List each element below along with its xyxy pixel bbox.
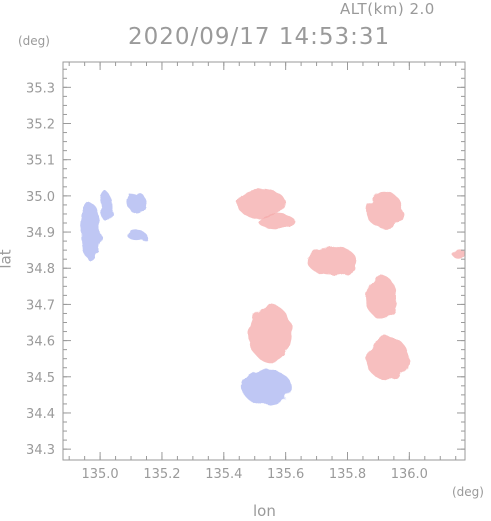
- x-tick-label: 135.4: [205, 467, 242, 482]
- timestamp-title: 2020/09/17 14:53:31: [128, 24, 391, 50]
- echo-region-negative: [127, 192, 147, 214]
- echo-region-negative: [81, 203, 101, 261]
- y-tick-label: 34.8: [26, 262, 55, 277]
- echo-region-positive: [248, 304, 292, 363]
- y-tick-label: 34.6: [26, 335, 55, 350]
- echo-region-negative: [100, 192, 113, 222]
- y-tick-label: 34.9: [26, 226, 55, 241]
- echo-region-negative: [127, 230, 147, 242]
- x-tick-label: 135.2: [143, 467, 180, 482]
- altitude-label: ALT(km) 2.0: [340, 0, 435, 18]
- echo-region-negative: [242, 369, 292, 406]
- echo-region-positive: [257, 213, 295, 229]
- echo-region-positive: [366, 336, 410, 381]
- echo-regions: [81, 188, 466, 406]
- x-axis-title: lon: [253, 502, 276, 520]
- x-ticks: 135.0 135.2 135.4 135.6 135.8 136.0: [68, 62, 457, 482]
- x-tick-label: 136.0: [391, 467, 428, 482]
- y-axis-unit: (deg): [18, 34, 50, 48]
- x-tick-label: 135.8: [329, 467, 366, 482]
- echo-region-positive: [366, 192, 404, 229]
- y-tick-label: 35.1: [26, 154, 55, 169]
- y-tick-label: 34.3: [26, 443, 55, 458]
- y-tick-label: 35.0: [26, 190, 55, 205]
- y-tick-label: 34.4: [26, 407, 55, 422]
- x-tick-label: 135.6: [267, 467, 304, 482]
- echo-region-positive: [452, 248, 466, 260]
- x-axis-unit: (deg): [452, 485, 484, 499]
- echo-region-positive: [307, 246, 357, 276]
- x-tick-label: 135.0: [81, 467, 118, 482]
- y-ticks: 34.3 34.4 34.5 34.6 34.7 34.8 34.9 35.0 35.1 35.2…: [26, 68, 465, 458]
- y-tick-label: 34.5: [26, 371, 55, 386]
- y-tick-label: 35.3: [26, 81, 55, 96]
- echo-region-positive: [236, 188, 286, 218]
- y-tick-label: 35.2: [26, 118, 55, 133]
- plot-frame: [62, 61, 466, 461]
- y-tick-label: 34.7: [26, 298, 55, 313]
- echo-region-positive: [366, 275, 397, 319]
